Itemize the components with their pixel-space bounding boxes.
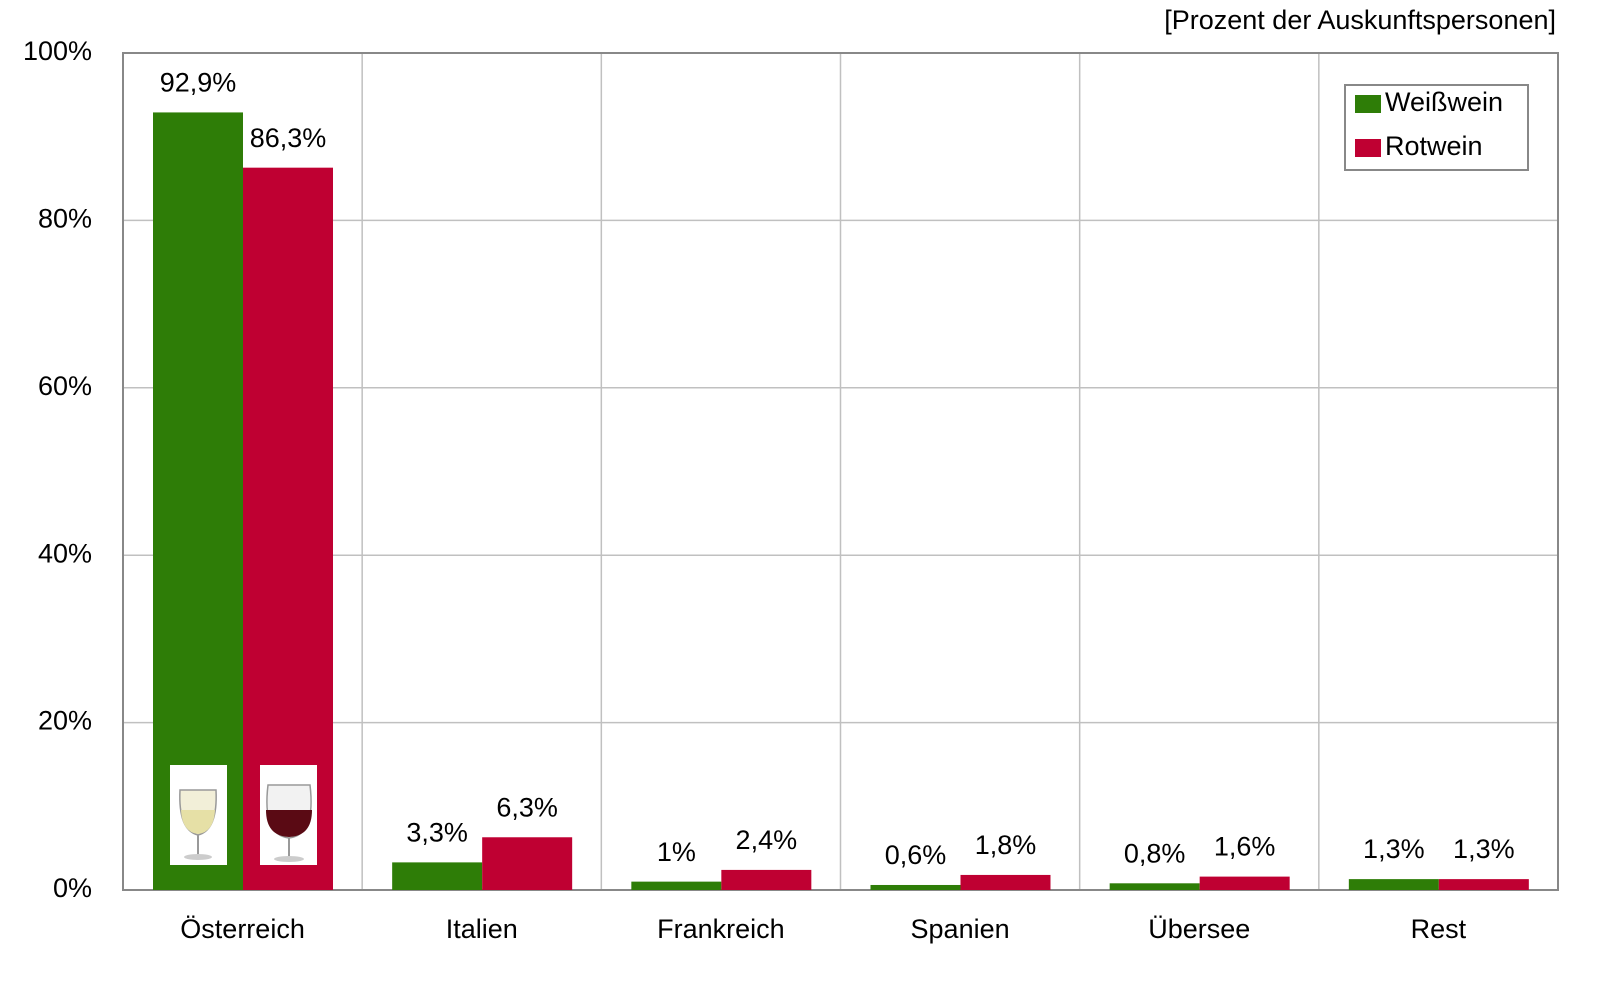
data-label: 0,8% <box>1124 838 1186 868</box>
bar <box>482 837 572 890</box>
x-tick-label: Rest <box>1411 914 1467 944</box>
y-tick-label: 40% <box>38 538 92 568</box>
unit-label: [Prozent der Auskunftspersonen] <box>1164 5 1556 35</box>
data-label: 1,8% <box>975 830 1037 860</box>
data-label: 86,3% <box>250 123 327 153</box>
data-label: 6,3% <box>496 792 558 822</box>
x-tick-label: Spanien <box>911 914 1010 944</box>
bar <box>871 885 961 890</box>
bar <box>721 870 811 890</box>
data-label: 3,3% <box>406 818 468 848</box>
data-label: 92,9% <box>160 68 237 98</box>
y-tick-label: 60% <box>38 371 92 401</box>
bar <box>631 882 721 890</box>
y-tick-label: 20% <box>38 706 92 736</box>
legend-swatch <box>1355 139 1381 157</box>
data-label: 1% <box>657 837 696 867</box>
data-label: 1,3% <box>1453 834 1515 864</box>
x-tick-label: Österreich <box>180 914 305 944</box>
legend-label: Rotwein <box>1385 131 1483 161</box>
bar <box>392 862 482 890</box>
legend-label: Weißwein <box>1385 87 1503 117</box>
y-tick-label: 80% <box>38 204 92 234</box>
bar <box>1439 879 1529 890</box>
y-tick-label: 100% <box>23 36 92 66</box>
foot <box>274 856 304 862</box>
data-label: 1,6% <box>1214 832 1276 862</box>
legend-swatch <box>1355 95 1381 113</box>
bar <box>961 875 1051 890</box>
x-tick-label: Übersee <box>1148 914 1250 944</box>
data-label: 0,6% <box>885 840 947 870</box>
x-tick-label: Italien <box>446 914 518 944</box>
data-label: 2,4% <box>736 825 798 855</box>
y-tick-label: 0% <box>53 873 92 903</box>
bar <box>1110 883 1200 890</box>
bar <box>1200 877 1290 890</box>
foot <box>184 854 212 860</box>
x-tick-label: Frankreich <box>657 914 785 944</box>
chart: [Prozent der Auskunftspersonen] 0% 20% 40%… <box>0 0 1624 982</box>
bar <box>1349 879 1439 890</box>
data-label: 1,3% <box>1363 834 1425 864</box>
grid <box>123 53 1558 890</box>
